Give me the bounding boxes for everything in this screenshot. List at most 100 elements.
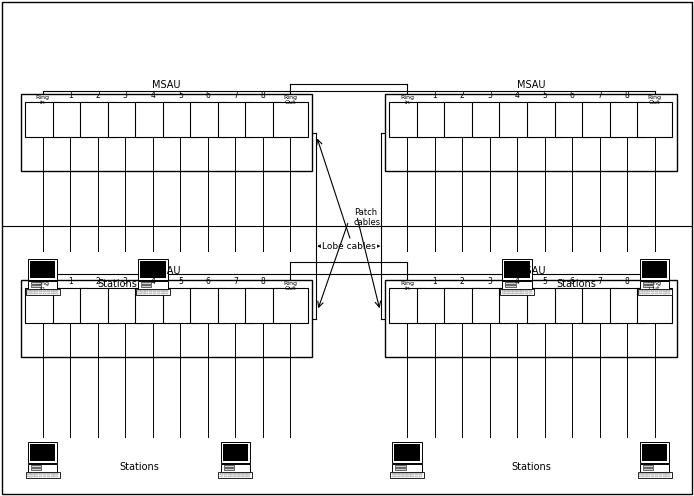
Bar	[153, 291, 156, 293]
Bar	[140, 261, 166, 278]
Bar	[654, 474, 658, 476]
Bar	[407, 476, 411, 477]
Bar	[396, 468, 405, 470]
Bar	[28, 442, 58, 463]
Bar	[609, 102, 645, 137]
Text: 4: 4	[151, 91, 155, 100]
Text: Lobe cables: Lobe cables	[322, 242, 375, 250]
Bar	[509, 293, 513, 294]
Bar	[389, 288, 425, 323]
Bar	[391, 476, 395, 477]
Bar	[643, 473, 647, 474]
Text: in: in	[404, 100, 410, 106]
Bar	[218, 288, 253, 323]
Bar	[403, 476, 407, 477]
Bar	[46, 293, 50, 294]
Text: Ring: Ring	[400, 95, 414, 100]
Bar	[666, 290, 670, 291]
Bar	[639, 291, 643, 293]
Bar	[235, 473, 239, 474]
Bar	[31, 473, 35, 474]
Text: Ring: Ring	[648, 281, 662, 286]
Bar	[666, 291, 670, 293]
Bar	[505, 293, 509, 294]
Bar	[399, 473, 403, 474]
Bar	[651, 293, 654, 294]
Text: Ring: Ring	[648, 95, 662, 100]
Bar	[509, 290, 513, 291]
Bar	[149, 291, 153, 293]
Text: 1: 1	[68, 91, 73, 100]
Bar	[654, 291, 658, 293]
Bar	[505, 285, 516, 287]
Text: 5: 5	[178, 277, 183, 286]
Bar	[137, 290, 141, 291]
Bar	[502, 293, 505, 294]
Text: Stations: Stations	[119, 462, 159, 472]
Bar	[654, 473, 658, 474]
Bar	[273, 102, 308, 137]
Bar	[525, 293, 528, 294]
Bar	[46, 476, 50, 477]
Bar	[245, 102, 280, 137]
Bar	[444, 102, 480, 137]
Bar	[505, 291, 509, 293]
Bar	[39, 476, 42, 477]
Bar	[153, 290, 156, 291]
Bar	[137, 291, 141, 293]
Bar	[43, 290, 46, 291]
Bar	[43, 293, 46, 294]
Bar	[247, 476, 251, 477]
Bar	[651, 290, 654, 291]
Bar	[502, 290, 505, 291]
Bar	[54, 293, 58, 294]
Bar	[141, 290, 144, 291]
Text: 4: 4	[151, 277, 155, 286]
Bar	[394, 444, 420, 461]
Text: 5: 5	[542, 277, 547, 286]
Bar	[157, 293, 160, 294]
Bar	[35, 291, 38, 293]
Text: 7: 7	[598, 91, 602, 100]
Bar	[502, 281, 532, 289]
Text: 3: 3	[487, 277, 492, 286]
Bar	[502, 259, 532, 280]
Bar	[51, 474, 54, 476]
Bar	[639, 476, 643, 477]
Bar	[640, 464, 670, 472]
Bar	[639, 293, 643, 294]
Bar	[232, 474, 235, 476]
Bar	[21, 94, 312, 171]
Bar	[54, 476, 58, 477]
Text: 6: 6	[205, 277, 210, 286]
Bar	[228, 476, 231, 477]
Bar	[651, 474, 654, 476]
Bar	[391, 474, 395, 476]
Bar	[396, 465, 405, 467]
Bar	[643, 468, 653, 470]
Bar	[444, 288, 480, 323]
Bar	[31, 293, 35, 294]
Bar	[663, 291, 666, 293]
Bar	[27, 476, 31, 477]
Bar	[39, 290, 42, 291]
Bar	[21, 280, 312, 357]
Bar	[46, 474, 50, 476]
Bar	[643, 293, 647, 294]
Bar	[642, 444, 668, 461]
Bar	[609, 288, 645, 323]
Bar	[411, 476, 414, 477]
Bar	[517, 291, 520, 293]
Bar	[647, 474, 650, 476]
Bar	[637, 102, 672, 137]
Bar	[141, 291, 144, 293]
Bar	[228, 474, 231, 476]
Bar	[164, 291, 168, 293]
Bar	[228, 473, 231, 474]
Bar	[521, 291, 525, 293]
Bar	[651, 476, 654, 477]
Bar	[385, 280, 677, 357]
Bar	[415, 474, 418, 476]
Bar	[514, 290, 517, 291]
Bar	[141, 293, 144, 294]
